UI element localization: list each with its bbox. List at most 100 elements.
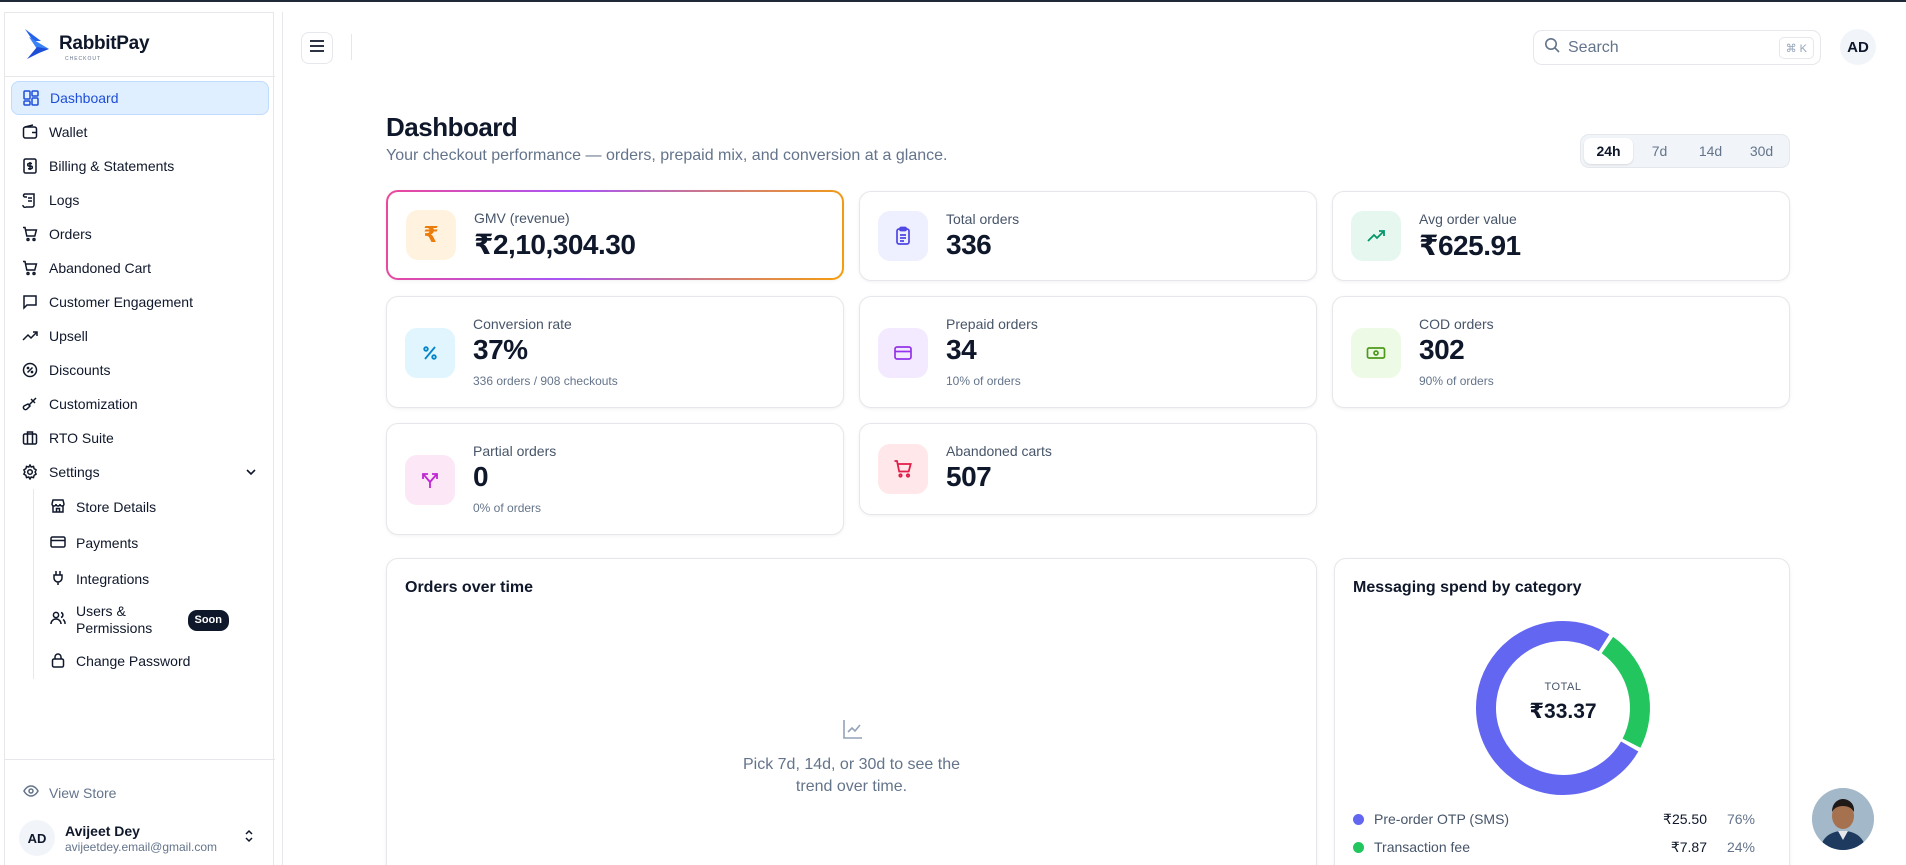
kpi-card-gmv: ₹ GMV (revenue) ₹2,10,304.30	[386, 190, 844, 280]
sidebar-item-settings[interactable]: Settings	[11, 455, 269, 489]
avatar: AD	[19, 820, 55, 856]
window-top-border	[0, 0, 1906, 2]
wallet-icon	[21, 123, 39, 141]
briefcase-icon	[21, 429, 39, 447]
kpi-card-total-orders: Total orders 336	[859, 191, 1317, 281]
kpi-value: 336	[946, 229, 992, 260]
keyboard-shortcut: ⌘ K	[1778, 37, 1814, 59]
empty-state-text: trend over time.	[795, 778, 908, 795]
sidebar-item-rto-suite[interactable]: RTO Suite	[11, 421, 269, 455]
sidebar-item-label: RTO Suite	[49, 430, 114, 446]
kpi-note: 336 orders / 908 checkouts	[473, 374, 618, 388]
settings-subnav: Store Details Payments Integrations User…	[33, 489, 269, 679]
message-icon	[21, 293, 39, 311]
sidebar-item-wallet[interactable]: Wallet	[11, 115, 269, 149]
search-input[interactable]: Search ⌘ K	[1533, 30, 1821, 65]
sidebar-item-abandoned-cart[interactable]: Abandoned Cart	[11, 251, 269, 285]
sidebar-item-label: Wallet	[49, 124, 88, 140]
kpi-note: 90% of orders	[1419, 374, 1494, 388]
range-7d[interactable]: 7d	[1651, 143, 1668, 159]
lock-icon	[50, 652, 66, 671]
page-subtitle: Your checkout performance — orders, prep…	[386, 147, 948, 164]
donut-slice-pre-order-otp-sms-[interactable]	[1468, 613, 1658, 803]
sidebar-item-customization[interactable]: Customization	[11, 387, 269, 421]
legend-percent: 76%	[1726, 811, 1755, 827]
person-avatar-icon	[1812, 788, 1874, 850]
sidebar-item-customer-engagement[interactable]: Customer Engagement	[11, 285, 269, 319]
kpi-value: ₹2,10,304.30	[474, 229, 636, 260]
sidebar: RabbitPay CHECKOUT Dashboard Wallet Bill…	[4, 12, 275, 865]
sidebar-item-label: Discounts	[49, 362, 111, 378]
donut-center-label: TOTAL	[1544, 681, 1582, 693]
sidebar-item-label: Customization	[49, 396, 138, 412]
panel-title: Orders over time	[405, 579, 534, 596]
sidebar-item-dashboard[interactable]: Dashboard	[11, 81, 269, 115]
legend-percent: 24%	[1726, 839, 1755, 855]
kpi-value: 0	[473, 461, 489, 492]
chevrons-up-down-icon	[243, 828, 255, 849]
donut-chart	[1468, 613, 1658, 803]
banknote-icon	[1351, 328, 1401, 378]
kpi-label: Conversion rate	[473, 316, 572, 332]
sidebar-item-label: Users & Permissions	[76, 603, 153, 636]
search-icon	[1544, 37, 1560, 58]
sidebar-item-label: Billing & Statements	[49, 158, 175, 174]
legend-dot	[1353, 813, 1364, 825]
discount-icon	[21, 361, 39, 379]
range-24h[interactable]: 24h	[1584, 138, 1633, 164]
view-store-label: View Store	[49, 784, 117, 801]
sidebar-item-label: Customer Engagement	[49, 294, 193, 310]
sidebar-footer-divider	[5, 759, 275, 760]
sidebar-item-store-details[interactable]: Store Details	[40, 489, 269, 525]
avatar[interactable]: AD	[1840, 29, 1876, 65]
sidebar-item-integrations[interactable]: Integrations	[40, 561, 269, 597]
brand-subtitle: CHECKOUT	[65, 56, 102, 62]
user-menu[interactable]: AD Avijeet Dey avijeetdey.email@gmail.co…	[19, 813, 265, 863]
brand-logo[interactable]: RabbitPay	[23, 27, 150, 61]
sidebar-item-users-permissions[interactable]: Users & Permissions Soon	[40, 597, 269, 643]
line-chart-icon	[841, 717, 865, 746]
kpi-label: Abandoned carts	[946, 443, 1052, 459]
rabbit-logo-icon	[25, 29, 49, 59]
sidebar-item-change-password[interactable]: Change Password	[40, 643, 269, 679]
sidebar-item-orders[interactable]: Orders	[11, 217, 269, 251]
legend-value: ₹25.50	[1663, 810, 1707, 827]
chevron-down-icon	[245, 466, 257, 478]
legend-label: Pre-order OTP (SMS)	[1374, 811, 1510, 827]
main-left-border	[282, 12, 283, 865]
menu-toggle-button[interactable]	[301, 32, 333, 64]
sidebar-item-upsell[interactable]: Upsell	[11, 319, 269, 353]
cart-icon	[878, 444, 928, 494]
sidebar-item-label: Change Password	[76, 653, 191, 669]
sidebar-item-label: Settings	[49, 464, 100, 480]
legend-label: Transaction fee	[1374, 839, 1470, 855]
range-14d[interactable]: 14d	[1698, 143, 1723, 159]
sidebar-item-label: Orders	[49, 226, 92, 242]
trending-up-icon	[1351, 211, 1401, 261]
legend-value: ₹7.87	[1670, 838, 1707, 855]
sidebar-divider	[5, 76, 275, 77]
legend-item-transaction-fee: Transaction fee ₹7.87 24%	[1353, 837, 1773, 857]
kpi-card-abandoned-carts: Abandoned carts 507	[859, 423, 1317, 515]
paintbrush-icon	[21, 395, 39, 413]
kpi-value: ₹625.91	[1419, 230, 1521, 261]
sidebar-item-payments[interactable]: Payments	[40, 525, 269, 561]
user-info: Avijeet Dey avijeetdey.email@gmail.com	[65, 823, 225, 854]
kpi-label: GMV (revenue)	[474, 210, 570, 226]
sidebar-item-discounts[interactable]: Discounts	[11, 353, 269, 387]
range-30d[interactable]: 30d	[1749, 143, 1774, 159]
sidebar-item-label: Abandoned Cart	[49, 260, 151, 276]
cart-icon	[21, 225, 39, 243]
brand-name: RabbitPay	[59, 33, 150, 54]
view-store-link[interactable]: View Store	[23, 783, 116, 802]
sidebar-item-logs[interactable]: Logs	[11, 183, 269, 217]
legend-item-pre-order-otp: Pre-order OTP (SMS) ₹25.50 76%	[1353, 809, 1773, 829]
panel-title: Messaging spend by category	[1353, 579, 1582, 596]
users-icon	[50, 610, 66, 630]
sidebar-nav: Dashboard Wallet Billing & Statements Lo…	[11, 81, 269, 679]
kpi-value: 37%	[473, 334, 528, 365]
sidebar-item-billing[interactable]: Billing & Statements	[11, 149, 269, 183]
support-chat-avatar[interactable]	[1812, 788, 1874, 850]
sidebar-item-label: Upsell	[49, 328, 88, 344]
sidebar-item-label: Logs	[49, 192, 80, 208]
